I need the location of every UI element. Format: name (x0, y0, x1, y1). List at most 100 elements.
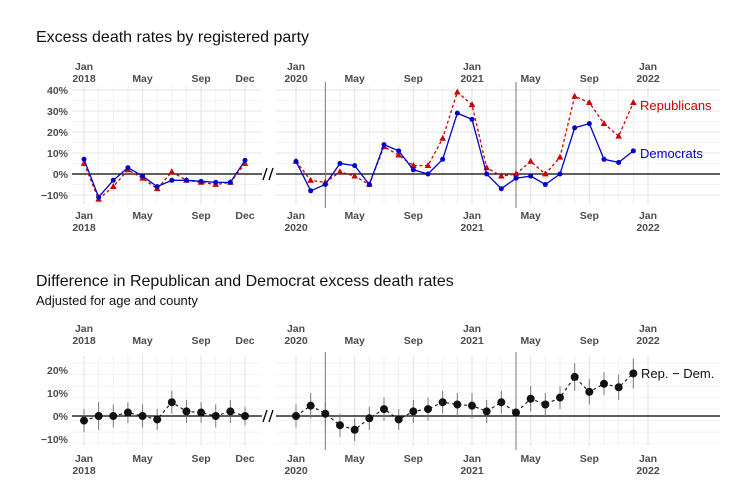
difference-point (80, 416, 88, 425)
difference-point (350, 425, 359, 434)
republicans-point (498, 172, 505, 179)
x-tick-label-top: Sep (580, 335, 599, 347)
x-tick-label-top: Sep (191, 335, 210, 347)
x-tick-label-top: Jan 2020 (284, 61, 308, 85)
x-tick-label-bottom: Jan 2021 (460, 453, 484, 477)
x-tick-label-bottom: Jan 2020 (284, 453, 308, 477)
difference-point (167, 398, 176, 407)
x-tick-label-bottom: Jan 2018 (72, 453, 96, 477)
difference-point (138, 412, 147, 420)
difference-point (182, 407, 191, 416)
x-tick-label-bottom: Jan 2022 (636, 453, 660, 477)
democrats-point (396, 148, 402, 154)
republicans-point (615, 132, 622, 139)
democrats-point (96, 194, 102, 200)
democrats-point (366, 182, 372, 187)
democrats-point (513, 175, 519, 181)
democrats-point (169, 177, 175, 183)
chart1-title: Excess death rates by registered party (36, 29, 309, 46)
x-tick-label-top: Jan 2022 (636, 323, 660, 347)
republicans-point (454, 88, 461, 95)
x-tick-label-top: May (344, 73, 365, 85)
x-tick-label-bottom: May (132, 453, 153, 465)
difference-point (541, 400, 550, 409)
democrats-point (586, 121, 592, 127)
republicans-point (542, 170, 549, 177)
democrats-point (469, 116, 475, 122)
republicans-point (307, 176, 314, 183)
y-tick-label: 10% (47, 388, 69, 400)
x-tick-label-bottom: Dec (235, 210, 254, 222)
republicans-point (168, 168, 176, 175)
x-tick-label-bottom: May (344, 210, 365, 222)
difference-label: Rep. − Dem. (641, 366, 714, 381)
difference-point (365, 414, 374, 423)
x-tick-label-bottom: Sep (404, 453, 423, 465)
difference-point (453, 400, 462, 409)
x-tick-label-bottom: Sep (580, 210, 599, 222)
republicans-point (395, 151, 402, 158)
x-tick-label-top: Dec (235, 73, 254, 85)
difference-point (629, 369, 638, 378)
x-tick-label-top: Sep (191, 73, 210, 85)
democrats-point (154, 184, 160, 190)
x-tick-label-top: Sep (404, 73, 423, 85)
difference-point (394, 415, 403, 424)
difference-point (153, 415, 162, 424)
democrats-point (425, 171, 431, 177)
difference-point (512, 408, 520, 417)
x-tick-label-bottom: May (520, 210, 541, 222)
y-tick-label: 0% (53, 169, 69, 181)
chart2-title: Difference in Republican and Democrat ex… (36, 273, 454, 290)
x-tick-label-bottom: May (344, 453, 365, 465)
x-tick-label-bottom: May (520, 453, 541, 465)
difference-point (109, 412, 118, 420)
difference-point (600, 379, 608, 388)
x-tick-label-top: May (132, 335, 153, 347)
difference-point (570, 372, 579, 381)
republicans-label: Republicans (640, 98, 712, 113)
democrats-point (322, 182, 328, 187)
axis-break-mark (268, 409, 274, 423)
democrats-point (81, 156, 87, 162)
y-tick-label: 40% (47, 85, 69, 97)
republicans-point (439, 134, 446, 141)
democrats-point (308, 188, 314, 194)
republicans-point (556, 153, 564, 160)
axis-break-mark (262, 167, 268, 181)
x-tick-label-top: May (344, 335, 365, 347)
difference-point (585, 387, 594, 396)
democrats-point (125, 165, 131, 171)
republicans-point (424, 162, 432, 168)
democrats-point (557, 171, 563, 177)
democrats-point (183, 177, 189, 183)
democrats-point (242, 157, 248, 163)
x-tick-label-bottom: Jan 2021 (460, 210, 484, 234)
difference-point (614, 383, 623, 392)
democrats-point (381, 142, 387, 148)
difference-point (321, 409, 330, 418)
difference-point (336, 421, 344, 430)
x-tick-label-top: Jan 2021 (460, 61, 484, 85)
y-tick-label: −10% (41, 190, 69, 202)
democrats-point (484, 171, 490, 177)
x-tick-label-bottom: Sep (191, 453, 210, 465)
x-tick-label-top: May (132, 73, 153, 85)
republicans-point (241, 159, 249, 166)
chart2-subtitle: Adjusted for age and county (36, 293, 198, 308)
democrats-point (337, 161, 343, 166)
democrats-point (410, 167, 416, 173)
difference-point (292, 412, 300, 420)
difference-point (380, 405, 388, 414)
republicans-point (512, 170, 520, 177)
x-tick-label-bottom: Dec (235, 453, 254, 465)
y-tick-label: 0% (53, 411, 69, 423)
republicans-point (410, 162, 417, 168)
democrats-point (227, 179, 233, 185)
axis-break-mark (268, 167, 274, 181)
difference-line (83, 373, 634, 431)
x-tick-label-top: Jan 2022 (636, 61, 660, 85)
difference-point (306, 401, 315, 410)
